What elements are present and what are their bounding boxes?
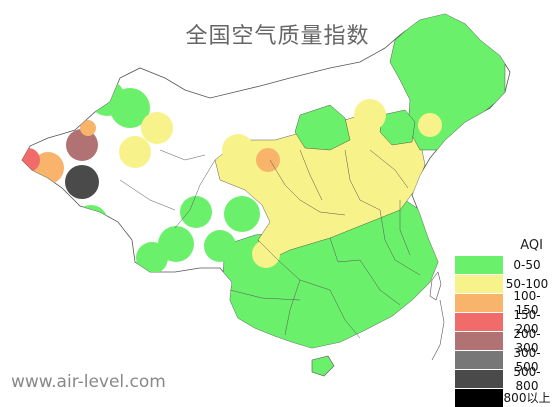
legend-label: 800以上 (503, 391, 551, 405)
legend-label: 500-800 (513, 364, 541, 393)
legend-swatch (455, 388, 503, 407)
aqi-region-north-green (294, 104, 351, 151)
aqi-station-xj-6 (65, 165, 99, 199)
aqi-station-tibet-2 (180, 196, 212, 228)
legend-item: 800以上 (455, 388, 551, 407)
legend-label: 0-50 (513, 257, 541, 272)
map-title: 全国空气质量指数 (185, 24, 370, 49)
legend-item: 150-200 (455, 308, 551, 336)
site-watermark: www.air-level.com (11, 372, 166, 392)
legend-label: 50-100 (505, 276, 549, 291)
legend-item: 0-50 (455, 255, 551, 274)
aqi-station-xj-7 (66, 129, 98, 161)
legend-swatch (455, 312, 503, 331)
aqi-station-n-1 (354, 99, 386, 131)
aqi-station-xj-5 (74, 205, 108, 239)
legend-label: 200-300 (513, 326, 541, 355)
aqi-station-n-3 (418, 113, 442, 137)
aqi-legend: AQI 0-50 50-100 100-150 150-200 200-300 300-5… (455, 236, 551, 407)
legend-swatch (455, 274, 503, 293)
taiwan-island (429, 271, 442, 301)
legend-swatch (455, 369, 503, 388)
legend-item: 100-150 (455, 289, 551, 317)
legend-title: AQI (520, 238, 543, 253)
legend-item: 300-500 (455, 346, 551, 374)
aqi-station-xj-4 (119, 136, 151, 168)
legend-item: 500-800 (455, 365, 551, 393)
legend-label: 100-150 (513, 288, 541, 317)
aqi-station-n-2 (384, 114, 412, 142)
legend-swatch (455, 293, 503, 312)
south-sea-outline (431, 299, 445, 361)
aqi-station-tibet-3 (204, 230, 236, 262)
aqi-station-ne-1 (430, 16, 458, 44)
province-borders (119, 149, 421, 339)
aqi-station-xj-2 (110, 88, 150, 128)
legend-item: 50-100 (455, 274, 551, 293)
aqi-station-ne-2 (398, 39, 430, 71)
legend-label: 150-200 (513, 307, 541, 336)
legend-swatch (455, 350, 503, 369)
legend-swatch (455, 255, 503, 274)
aqi-station-xj-10 (80, 120, 96, 136)
aqi-station-ne-3 (408, 78, 436, 106)
legend-label: 300-500 (513, 345, 541, 374)
aqi-regions (22, 14, 506, 348)
aqi-station-tibet-6 (252, 240, 280, 268)
aqi-station-tibet-5 (136, 242, 168, 274)
legend-swatch (455, 331, 503, 350)
aqi-station-nw-2 (222, 134, 254, 166)
aqi-station-nw-1 (256, 148, 280, 172)
aqi-station-tibet-1 (224, 196, 260, 232)
aqi-station-xj-3 (141, 112, 173, 144)
hainan-island (311, 355, 335, 377)
legend-item: 200-300 (455, 327, 551, 355)
aqi-station-xj-9 (22, 148, 40, 172)
